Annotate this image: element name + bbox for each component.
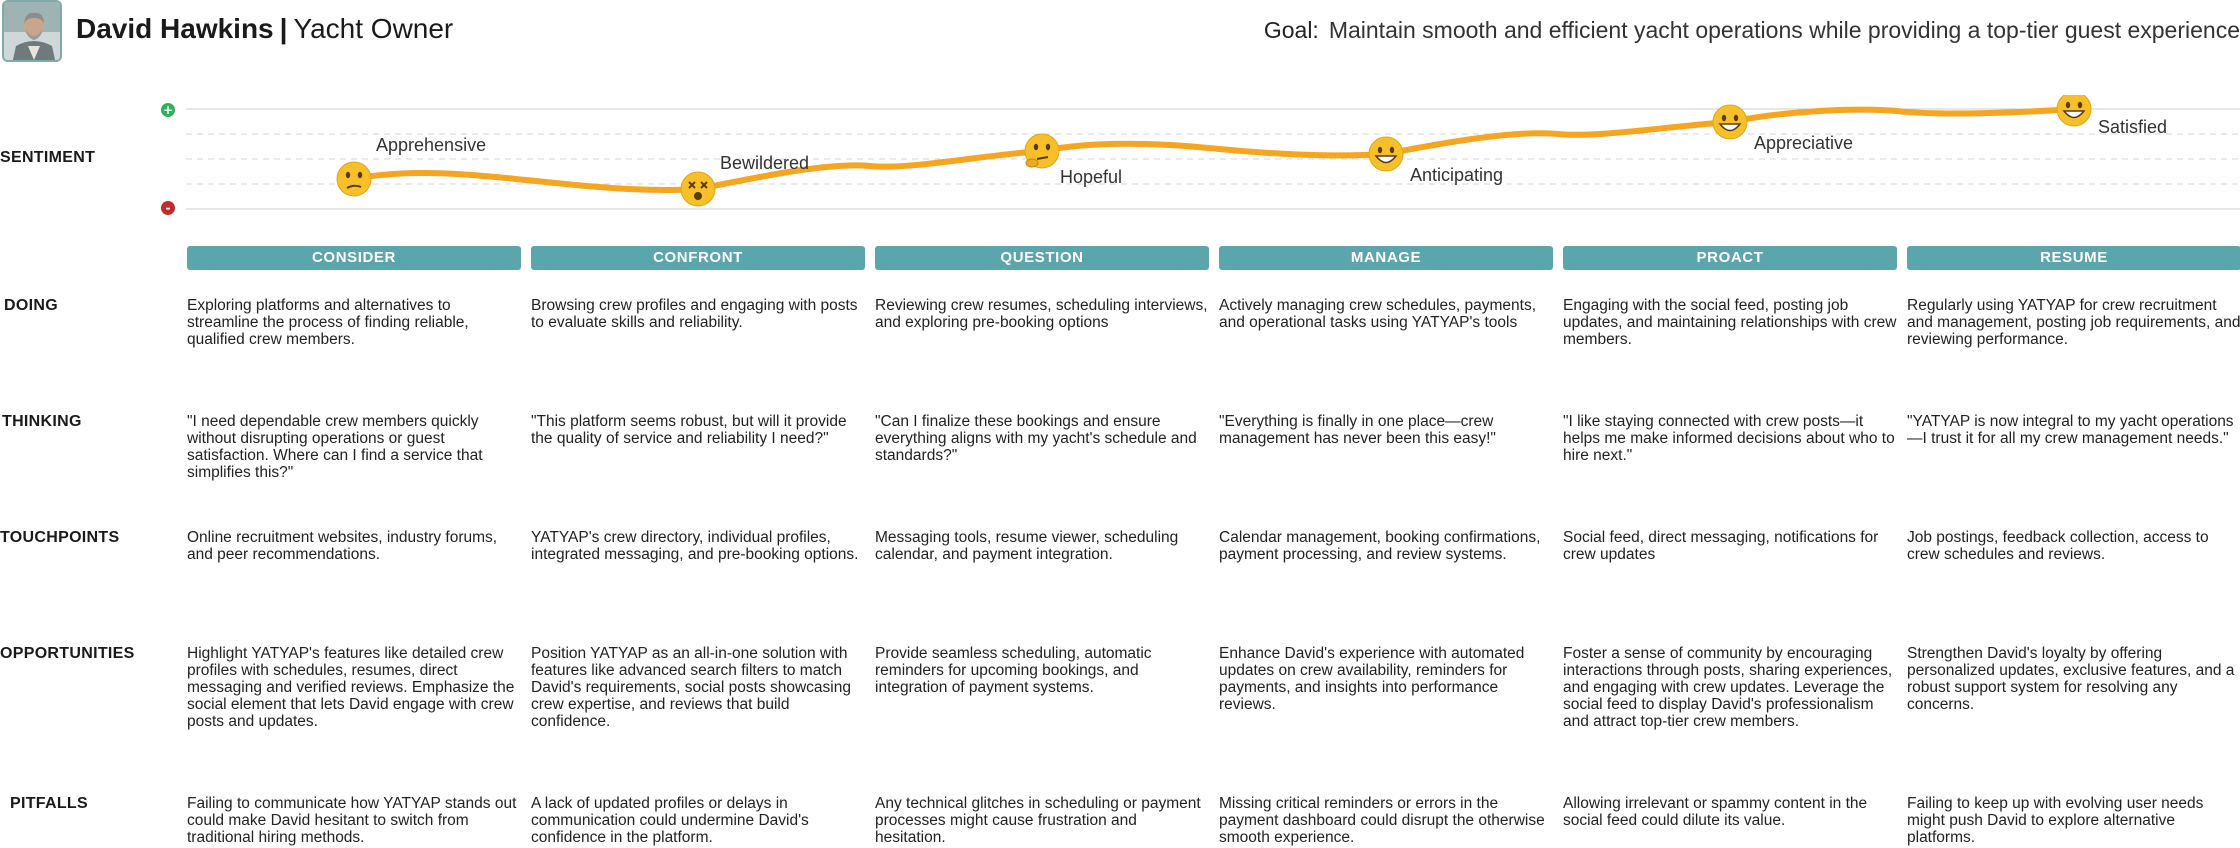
sentiment-point-hopeful: Hopeful — [1024, 133, 1122, 187]
cell-touchpoints-question: Messaging tools, resume viewer, scheduli… — [875, 529, 1179, 563]
grinning-face-icon — [1368, 136, 1404, 172]
positive-sign: + — [163, 103, 173, 117]
cell-pitfalls-proact: Allowing irrelevant or spammy content in… — [1563, 795, 1868, 829]
cell-pitfalls-consider: Failing to communicate how YATYAP stands… — [187, 795, 517, 846]
sentiment-label-appreciative: Appreciative — [1754, 133, 1853, 153]
row-label-thinking: THINKING — [2, 413, 82, 430]
sentiment-curve — [351, 106, 2077, 193]
stage-consider: CONSIDER — [187, 246, 521, 270]
row-label-opportunities: OPPORTUNITIES — [0, 645, 135, 662]
sentiment-point-bewildered: Bewildered — [680, 153, 809, 207]
cell-touchpoints-confront: YATYAP's crew directory, individual prof… — [531, 529, 859, 563]
cell-doing-manage: Actively managing crew schedules, paymen… — [1219, 297, 1537, 331]
sentiment-label-apprehensive: Apprehensive — [376, 135, 486, 155]
row-label-doing: DOING — [4, 297, 58, 314]
journey-stages: CONSIDER CONFRONT QUESTION MANAGE PROACT RESU… — [0, 246, 2240, 270]
confused-face-icon — [336, 161, 372, 197]
positive-marker: + — [161, 103, 175, 117]
cell-thinking-manage: "Everything is finally in one place—crew… — [1219, 413, 1496, 447]
cell-doing-resume: Regularly using YATYAP for crew recruitm… — [1907, 297, 2240, 348]
cell-thinking-proact: "I like staying connected with crew post… — [1563, 413, 1895, 464]
sentiment-point-anticipating: Anticipating — [1368, 136, 1503, 185]
thinking-face-icon — [1024, 133, 1060, 169]
row-label-touchpoints: TOUCHPOINTS — [0, 529, 120, 546]
negative-sign: - — [166, 201, 171, 215]
cell-opportunities-confront: Position YATYAP as an all-in-one solutio… — [531, 645, 851, 730]
grinning-face-icon — [1712, 104, 1748, 140]
cell-opportunities-proact: Foster a sense of community by encouragi… — [1563, 645, 1893, 730]
stage-manage: MANAGE — [1219, 246, 1553, 270]
sentiment-point-appreciative: Appreciative — [1712, 104, 1853, 153]
sentiment-label-anticipating: Anticipating — [1410, 165, 1503, 185]
cell-thinking-consider: "I need dependable crew members quickly … — [187, 413, 483, 481]
stage-resume: RESUME — [1907, 246, 2240, 270]
persona-name: David Hawkins — [76, 13, 274, 44]
cell-touchpoints-consider: Online recruitment websites, industry fo… — [187, 529, 498, 563]
cell-doing-proact: Engaging with the social feed, posting j… — [1563, 297, 1897, 348]
cell-thinking-confront: "This platform seems robust, but will it… — [531, 413, 847, 447]
cell-thinking-question: "Can I finalize these bookings and ensur… — [875, 413, 1197, 464]
cell-touchpoints-proact: Social feed, direct messaging, notificat… — [1563, 529, 1879, 563]
row-label-pitfalls: PITFALLS — [10, 795, 88, 812]
persona-title: David Hawkins | Yacht Owner — [76, 13, 453, 45]
stage-confront: CONFRONT — [531, 246, 865, 270]
stage-question: QUESTION — [875, 246, 1209, 270]
cell-doing-question: Reviewing crew resumes, scheduling inter… — [875, 297, 1208, 331]
goal-label: Goal: — [1263, 17, 1319, 43]
cell-touchpoints-resume: Job postings, feedback collection, acces… — [1907, 529, 2209, 563]
goal-text: Maintain smooth and efficient yacht oper… — [1328, 17, 2240, 43]
avatar — [2, 0, 62, 62]
stage-proact: PROACT — [1563, 246, 1897, 270]
persona-goal: Goal: Maintain smooth and efficient yacht… — [1264, 17, 2240, 44]
sentiment-label-hopeful: Hopeful — [1060, 167, 1122, 187]
dizzy-face-icon — [680, 171, 716, 207]
cell-pitfalls-question: Any technical glitches in scheduling or … — [875, 795, 1201, 846]
cell-touchpoints-manage: Calendar management, booking confirmatio… — [1219, 529, 1541, 563]
cell-pitfalls-confront: A lack of updated profiles or delays in … — [531, 795, 809, 846]
negative-marker: - — [161, 201, 175, 215]
persona-separator: | — [279, 13, 288, 44]
cell-opportunities-consider: Highlight YATYAP's features like detaile… — [187, 645, 515, 730]
persona-role: Yacht Owner — [293, 13, 454, 44]
person-portrait-icon — [4, 2, 60, 60]
cell-doing-confront: Browsing crew profiles and engaging with… — [531, 297, 858, 331]
sentiment-label: SENTIMENT — [0, 149, 96, 166]
cell-opportunities-manage: Enhance David's experience with automate… — [1219, 645, 1525, 713]
sentiment-label-satisfied: Satisfied — [2098, 117, 2167, 137]
cell-thinking-resume: "YATYAP is now integral to my yacht oper… — [1907, 413, 2234, 447]
cell-opportunities-question: Provide seamless scheduling, automatic r… — [875, 645, 1152, 696]
cell-pitfalls-manage: Missing critical reminders or errors in … — [1219, 795, 1545, 846]
grinning-face-icon — [2056, 95, 2092, 127]
sentiment-chart: + - Apprehensive Bewildered Hopeful Anticip… — [161, 95, 2240, 215]
cell-pitfalls-resume: Failing to keep up with evolving user ne… — [1907, 795, 2204, 846]
cell-opportunities-resume: Strengthen David's loyalty by offering p… — [1907, 645, 2235, 713]
sentiment-label-bewildered: Bewildered — [720, 153, 809, 173]
persona-header: David Hawkins | Yacht Owner Goal: Maintain … — [0, 0, 2240, 62]
sentiment-point-apprehensive: Apprehensive — [336, 135, 486, 197]
cell-doing-consider: Exploring platforms and alternatives to … — [187, 297, 469, 348]
sentiment-point-satisfied: Satisfied — [2056, 95, 2167, 137]
